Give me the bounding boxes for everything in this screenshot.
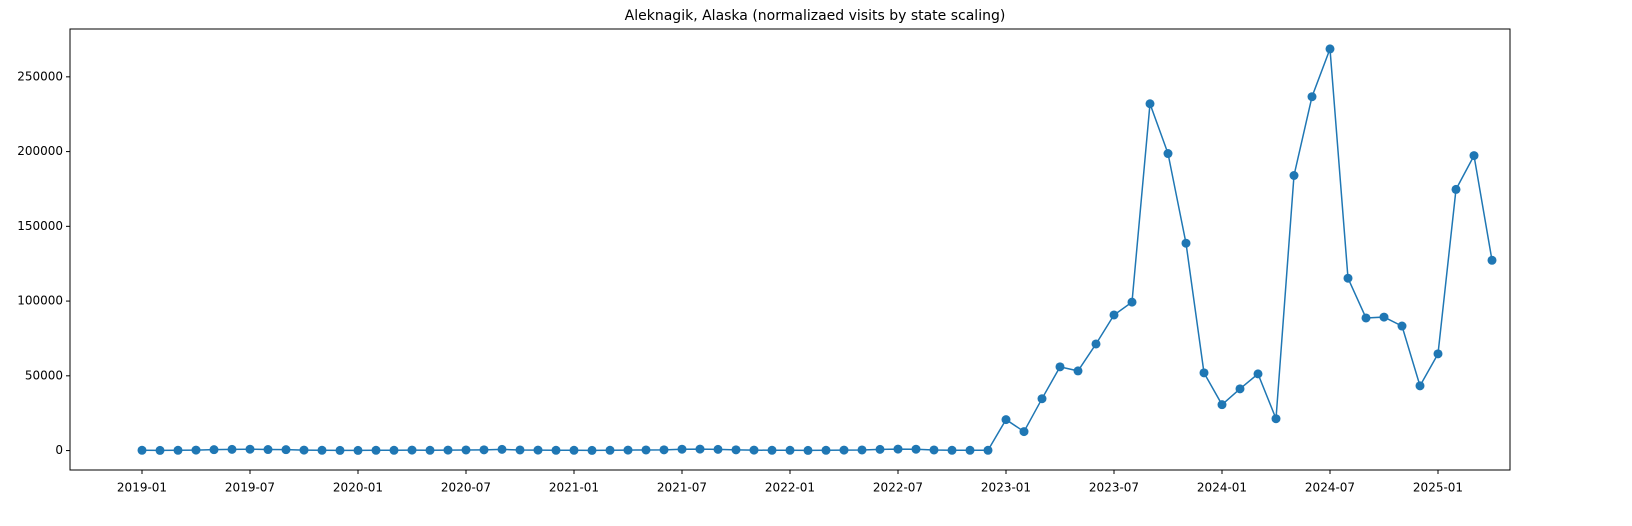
data-point [263,445,273,455]
data-point [641,445,651,455]
data-point [1307,92,1317,102]
y-tick-label: 250000 [17,69,63,83]
y-tick-label: 0 [55,443,63,457]
x-tick-label: 2021-01 [549,481,599,495]
data-point [1091,339,1101,349]
data-point [299,445,309,455]
data-point [1037,394,1047,404]
data-point [695,444,705,454]
data-point [605,445,615,455]
data-point [659,445,669,455]
data-point [569,445,579,455]
x-tick-label: 2020-01 [333,481,383,495]
data-point [425,445,435,455]
data-point [911,444,921,454]
data-point [965,445,975,455]
data-point [1469,151,1479,161]
x-tick-label: 2019-07 [225,481,275,495]
data-point [1001,415,1011,425]
data-point [1145,99,1155,109]
data-point [515,445,525,455]
y-tick-label: 200000 [17,144,63,158]
data-point [803,445,813,455]
data-point [1325,44,1335,54]
data-point [155,445,165,455]
data-point [1433,349,1443,359]
data-point [1253,369,1263,379]
series-line [141,48,1493,452]
x-tick-label: 2021-07 [657,481,707,495]
data-point [353,445,363,455]
data-point [1289,171,1299,181]
x-tick-label: 2020-07 [441,481,491,495]
data-point [461,445,471,455]
data-point [533,445,543,455]
data-point [479,445,489,455]
data-point [551,445,561,455]
data-point [371,445,381,455]
data-point [1487,255,1497,265]
y-tick-label: 50000 [25,368,63,382]
data-point [173,445,183,455]
data-point [227,444,237,454]
x-tick-label: 2024-07 [1305,481,1355,495]
data-point [1181,238,1191,248]
x-tick-label: 2019-01 [117,481,167,495]
data-point [1361,313,1371,323]
data-point [407,445,417,455]
data-point [623,445,633,455]
data-point [497,444,507,454]
data-point [1379,312,1389,322]
data-point [1397,321,1407,331]
data-point [209,445,219,455]
data-point [731,445,741,455]
data-point [839,445,849,455]
data-point [929,445,939,455]
chart-title: Aleknagik, Alaska (normalizaed visits by… [625,8,1006,24]
data-point [767,445,777,455]
data-point [1163,149,1173,159]
data-point [191,445,201,455]
x-tick-label: 2023-07 [1089,481,1139,495]
data-point [785,445,795,455]
data-point [281,445,291,455]
data-point [587,445,597,455]
data-point [1235,384,1245,394]
data-point [245,444,255,454]
data-point [677,444,687,454]
data-point [317,445,327,455]
data-point [443,445,453,455]
data-point [947,445,957,455]
x-tick-label: 2024-01 [1197,481,1247,495]
data-point [1073,366,1083,376]
data-point [893,444,903,454]
data-point [1271,414,1281,424]
data-point [713,444,723,454]
data-point [389,445,399,455]
data-point [137,445,147,455]
data-point [821,445,831,455]
data-point [1127,297,1137,307]
data-point [983,445,993,455]
data-point [1451,184,1461,194]
plot-frame [69,28,1511,471]
data-point [1415,381,1425,391]
y-tick-label: 100000 [17,294,63,308]
x-tick-label: 2022-07 [873,481,923,495]
data-point [1109,310,1119,320]
data-point [875,444,885,454]
data-point [1217,400,1227,410]
data-point [1343,273,1353,283]
data-point [1055,362,1065,372]
x-tick-label: 2022-01 [765,481,815,495]
data-point [749,445,759,455]
data-point [335,445,345,455]
x-tick-label: 2025-01 [1413,481,1463,495]
data-point [857,445,867,455]
data-point [1199,368,1209,378]
data-point [1019,427,1029,437]
x-tick-label: 2023-01 [981,481,1031,495]
y-tick-label: 150000 [17,219,63,233]
